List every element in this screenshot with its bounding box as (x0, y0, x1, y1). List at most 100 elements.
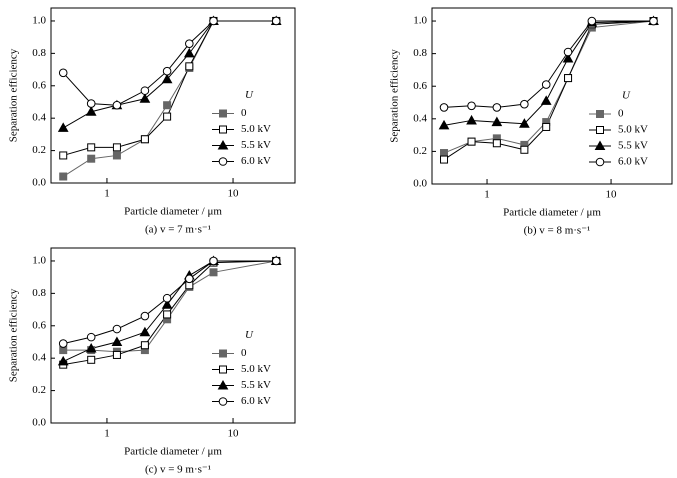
x-tick-label: 10 (228, 188, 240, 200)
legend-label: 6.0 kV (618, 156, 648, 168)
caption: (a) v = 7 m·s⁻¹ (145, 224, 211, 236)
data-point (86, 99, 96, 108)
data-point (111, 336, 123, 346)
data-point (140, 135, 149, 144)
legend-symbol (212, 125, 234, 134)
y-tick-label: 0.4 (32, 352, 46, 364)
legend-symbol (212, 139, 234, 150)
legend-title: U (245, 89, 254, 101)
x-tick-label: 1 (484, 189, 490, 201)
legend-label: 0 (618, 108, 624, 120)
plot-frame (50, 7, 296, 184)
data-point (542, 122, 551, 131)
data-point (87, 355, 96, 364)
data-point (440, 155, 449, 164)
legend-marker (217, 139, 229, 150)
data-point (57, 355, 69, 366)
data-point (86, 332, 96, 342)
y-tick-label: 0.6 (32, 319, 46, 331)
y-tick-label: 1.0 (32, 254, 46, 266)
legend-symbol (589, 110, 611, 118)
series-line (443, 20, 654, 154)
y-tick-label: 0.2 (32, 384, 46, 396)
y-tick-label: 1.0 (413, 15, 427, 27)
data-point (563, 47, 573, 57)
y-tick-label: 0.8 (32, 287, 46, 299)
data-point (112, 350, 121, 359)
data-point (59, 151, 68, 160)
data-point (112, 100, 122, 110)
legend-symbol (212, 109, 234, 118)
legend-label: 0 (241, 107, 247, 119)
data-point (162, 293, 172, 303)
data-point (161, 299, 173, 309)
x-axis-label: Particle diameter / μm (503, 207, 601, 219)
data-point (520, 145, 529, 154)
legend-symbol (212, 397, 234, 406)
plot-frame (50, 247, 296, 424)
data-point (59, 172, 68, 181)
legend-symbol (589, 157, 611, 167)
data-point (467, 137, 476, 146)
data-point (439, 103, 449, 112)
legend: U 0 5.0 kV 5.5 kV 6.0 kV (589, 90, 648, 168)
caption: (b) v = 8 m·s⁻¹ (524, 225, 591, 237)
legend-symbol (212, 365, 234, 374)
legend-marker (219, 365, 227, 374)
data-point (112, 151, 121, 160)
data-point (57, 122, 69, 132)
data-point (540, 95, 552, 105)
data-point (467, 101, 476, 111)
data-point (209, 256, 218, 266)
data-point (85, 342, 97, 353)
legend-label: 6.0 kV (241, 395, 271, 407)
data-point (541, 80, 551, 89)
data-point (438, 119, 450, 130)
data-point (440, 149, 449, 158)
y-tick-label: 0.6 (413, 80, 427, 92)
legend-marker (596, 110, 604, 118)
legend-marker (594, 140, 606, 150)
legend-marker (219, 349, 227, 358)
data-point (140, 341, 149, 350)
data-point (112, 143, 121, 152)
data-point (587, 16, 597, 26)
y-tick-label: 0.0 (413, 178, 427, 190)
legend-label: 5.5 kV (241, 379, 271, 391)
legend: U 0 5.0 kV 5.5 kV 6.0 kV (212, 329, 271, 407)
y-tick-label: 0.4 (32, 112, 46, 124)
legend-symbol (589, 140, 611, 150)
legend: U 0 5.0 kV 5.5 kV 6.0 kV (212, 89, 271, 167)
legend-symbol (212, 157, 234, 166)
data-point (139, 326, 151, 337)
panel: 0.0 0.2 0.4 0.6 0.8 1.0 1 10 Particle diameter /… (389, 7, 673, 237)
data-point (163, 112, 172, 121)
legend-symbol (589, 126, 611, 134)
y-tick-label: 0.4 (413, 112, 427, 124)
data-point (87, 154, 96, 163)
data-point (271, 256, 281, 266)
y-tick-label: 0.8 (413, 47, 427, 59)
y-tick-label: 0.2 (413, 145, 427, 157)
y-tick-label: 0.2 (32, 144, 46, 156)
data-point (163, 310, 172, 319)
legend-label: 5.0 kV (241, 363, 271, 375)
data-point (209, 16, 218, 26)
legend-marker (595, 157, 605, 167)
data-point (139, 93, 151, 103)
data-point (140, 86, 150, 95)
x-tick-label: 1 (104, 428, 110, 440)
y-tick-label: 0.0 (32, 177, 46, 189)
legend-marker (218, 157, 228, 166)
legend-label: 6.0 kV (241, 155, 271, 167)
y-axis-label: Separation efficiency (8, 288, 20, 382)
panel: 0.0 0.2 0.4 0.6 0.8 1.0 1 10 Particle diameter /… (8, 247, 296, 476)
data-point (161, 73, 173, 84)
series-line (63, 260, 277, 366)
legend-marker (219, 125, 227, 134)
legend-title: U (622, 90, 631, 102)
x-axis-label: Particle diameter / μm (124, 206, 222, 218)
data-point (466, 114, 477, 125)
x-tick-label: 1 (104, 188, 110, 200)
legend-marker (596, 126, 604, 134)
